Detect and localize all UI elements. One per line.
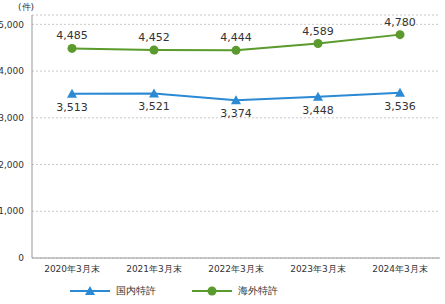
html-text:海外特許: 海外特許	[238, 285, 278, 296]
svg-text:4,780: 4,780	[384, 16, 416, 29]
svg-text:3,521: 3,521	[138, 100, 170, 113]
svg-text:5,000: 5,000	[8, 20, 24, 30]
svg-text:3,536: 3,536	[384, 100, 416, 113]
html-text:(件): (件)	[18, 2, 34, 12]
svg-text:0: 0	[18, 253, 24, 263]
svg-text:1,000: 1,000	[8, 206, 24, 216]
svg-text:3,000: 3,000	[8, 113, 24, 123]
svg-text:2021年3月末: 2021年3月末	[126, 264, 182, 274]
svg-text:2022年3月末: 2022年3月末	[208, 264, 264, 274]
svg-text:3,448: 3,448	[302, 104, 334, 117]
html-text:国内特許: 国内特許	[116, 285, 156, 296]
svg-text:4,000: 4,000	[8, 66, 24, 76]
svg-text:2020年3月末: 2020年3月末	[44, 264, 100, 274]
svg-text:4,452: 4,452	[138, 31, 170, 44]
svg-text:2023年3月末: 2023年3月末	[290, 264, 346, 274]
svg-text:4,444: 4,444	[220, 31, 252, 44]
svg-text:4,589: 4,589	[302, 25, 334, 38]
svg-text:2024年3月末: 2024年3月末	[372, 264, 428, 274]
svg-text:3,374: 3,374	[220, 107, 252, 120]
svg-text:3,513: 3,513	[56, 101, 88, 114]
svg-text:4,485: 4,485	[56, 29, 88, 42]
svg-text:2,000: 2,000	[8, 160, 24, 170]
